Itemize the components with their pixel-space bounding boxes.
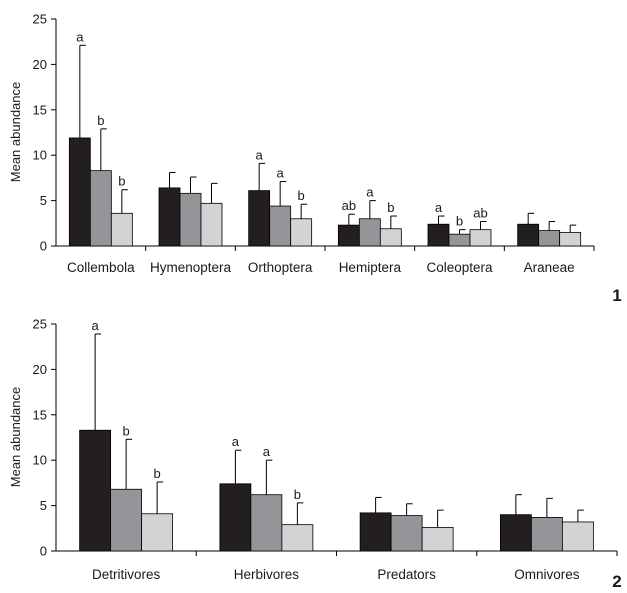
panel-1-category-label: Hymenoptera <box>150 260 232 275</box>
panel-2-y-axis-label: Mean abundance <box>8 387 23 487</box>
panel-1-bar <box>89 170 112 247</box>
panel-1-category-label: Hemiptera <box>339 260 402 275</box>
panel-1-bar <box>290 218 313 247</box>
panel-2-category-label: Predators <box>377 567 436 582</box>
panel-1-number: 1 <box>612 286 621 305</box>
panel-2-bar <box>561 521 594 552</box>
panel-1-y-tick-label: 5 <box>40 193 47 208</box>
panel-2-bar <box>110 488 143 552</box>
panel-2-y-tick-label: 0 <box>40 544 47 559</box>
panel-2-significance-label: b <box>123 423 130 438</box>
panel-2-category-label: Herbivores <box>234 567 300 582</box>
panel-1-bar <box>158 187 181 247</box>
panel-1-bar <box>538 230 561 247</box>
panel-1-category-label: Araneae <box>524 260 575 275</box>
panel-2-category-label: Omnivores <box>514 567 580 582</box>
panel-1-bar <box>337 224 360 247</box>
panel-1-significance-label: b <box>97 113 104 128</box>
panel-2-significance-label: b <box>294 487 301 502</box>
panel-1-bar <box>68 137 91 247</box>
panel-2-bar <box>79 429 112 552</box>
panel-2-bar <box>390 515 423 552</box>
panel-1-bar <box>269 205 292 247</box>
panel-1-bar <box>248 190 271 247</box>
panel-1-bar <box>379 228 402 247</box>
panel-1-significance-label: b <box>456 214 463 229</box>
panel-2-y-tick-label: 25 <box>33 317 47 332</box>
panel-2-significance-label: a <box>92 318 100 333</box>
panel-2-bar <box>499 514 532 552</box>
panel-1-category-label: Collembola <box>67 260 135 275</box>
panel-1-bar <box>200 202 223 247</box>
panel-1-y-axis-label: Mean abundance <box>8 82 23 182</box>
panel-2-y-tick-label: 15 <box>33 407 47 422</box>
panel-2-y-tick-label: 5 <box>40 498 47 513</box>
panel-1-significance-label: a <box>76 29 84 44</box>
panel-1-significance-label: a <box>256 147 264 162</box>
panel-1-bar <box>358 218 381 247</box>
panel-2-bar <box>141 513 174 552</box>
panel-2-bar <box>250 494 283 552</box>
panel-1-y-tick-label: 0 <box>40 239 47 254</box>
panel-1-bar <box>517 223 540 247</box>
panel-1-bar <box>427 223 450 247</box>
panel-1-significance-label: a <box>277 166 285 181</box>
panel-2-significance-label: b <box>154 466 161 481</box>
panel-1-bar <box>110 212 133 247</box>
panel-1-y-tick-label: 25 <box>33 12 47 27</box>
panel-1-category-label: Coleoptera <box>426 260 493 275</box>
panel-2-bar <box>281 524 314 552</box>
panel-2-chart: Mean abundance 2 0 5 10 15 20 25 Detritivores a… <box>8 317 622 592</box>
panel-2-y-tick-label: 10 <box>33 453 47 468</box>
panel-2-significance-label: a <box>232 434 240 449</box>
panel-1-significance-label: b <box>387 200 394 215</box>
panel-1-significance-label: a <box>366 185 374 200</box>
panel-1-y-tick-label: 15 <box>33 102 47 117</box>
panel-1-significance-label: ab <box>473 205 487 220</box>
panel-2-bar <box>530 517 563 552</box>
panel-1-significance-label: b <box>118 174 125 189</box>
panel-1-bar <box>559 231 582 247</box>
panel-1-y-tick-label: 20 <box>33 57 47 72</box>
panel-2-bar <box>219 483 252 552</box>
panel-1-category-label: Orthoptera <box>248 260 313 275</box>
panel-1-bar <box>179 192 202 247</box>
panel-2-y-tick-label: 20 <box>33 362 47 377</box>
panel-1-y-tick-label: 10 <box>33 148 47 163</box>
panel-1-bar <box>469 229 492 247</box>
panel-2-bar <box>359 512 392 552</box>
panel-1-bar <box>448 233 471 247</box>
panel-2-category-label: Detritivores <box>92 567 161 582</box>
panel-1-significance-label: b <box>298 188 305 203</box>
panel-2-bar <box>421 526 454 552</box>
panel-2-number: 2 <box>612 572 621 591</box>
panel-1-significance-label: ab <box>342 198 356 213</box>
panel-1-significance-label: a <box>435 200 443 215</box>
panel-2-significance-label: a <box>263 444 271 459</box>
panel-1-chart: Mean abundance 1 0510152025Collembolaabb… <box>8 12 622 306</box>
